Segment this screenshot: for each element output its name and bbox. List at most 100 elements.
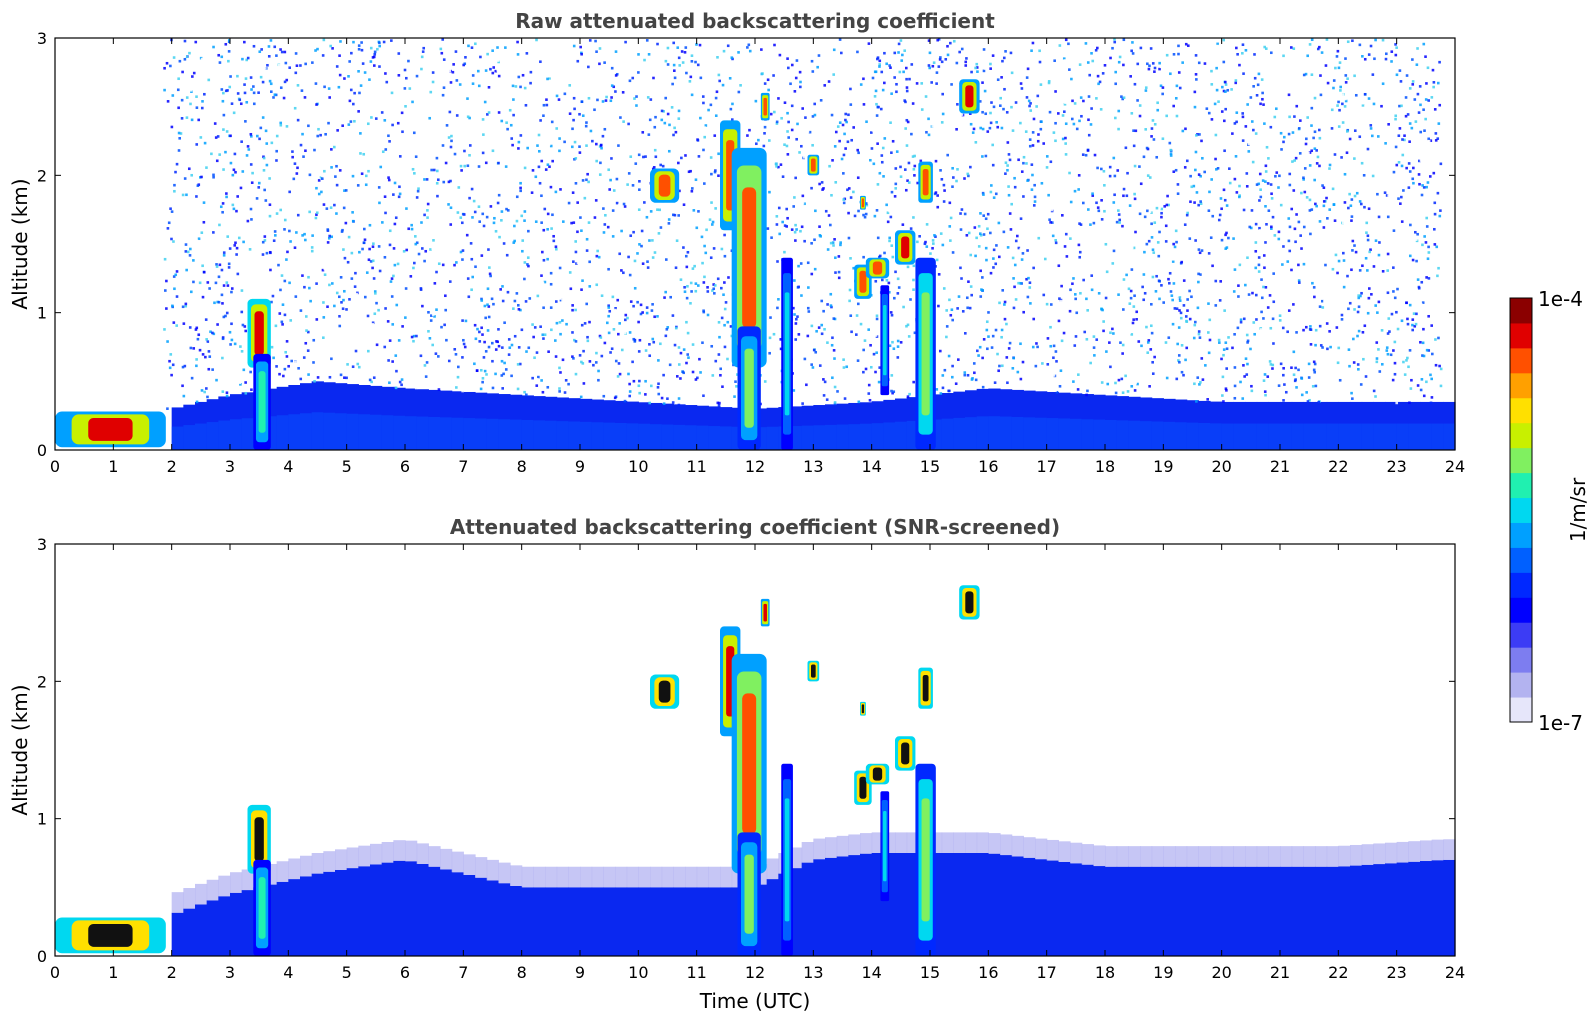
noise-pixel — [315, 211, 319, 215]
noise-pixel — [309, 299, 312, 303]
noise-pixel — [171, 175, 174, 178]
noise-pixel — [1259, 195, 1263, 199]
noise-pixel — [1250, 389, 1254, 393]
noise-pixel — [466, 115, 470, 119]
noise-pixel — [525, 52, 529, 55]
noise-pixel — [536, 144, 539, 147]
noise-pixel — [696, 63, 700, 67]
noise-pixel — [499, 288, 502, 291]
noise-pixel — [455, 261, 458, 264]
noise-pixel — [941, 243, 945, 247]
noise-pixel — [1215, 88, 1219, 92]
noise-pixel — [226, 159, 230, 163]
noise-pixel — [726, 320, 730, 324]
noise-pixel — [768, 126, 772, 129]
noise-pixel — [428, 349, 432, 353]
noise-pixel — [969, 285, 973, 288]
noise-pixel — [535, 351, 539, 354]
noise-pixel — [1416, 278, 1420, 281]
noise-pixel — [1158, 87, 1161, 90]
noise-pixel — [920, 108, 924, 111]
noise-pixel — [807, 286, 810, 289]
noise-pixel — [372, 55, 376, 59]
noise-pixel — [1057, 264, 1061, 268]
noise-pixel — [616, 298, 620, 302]
noise-pixel — [834, 271, 837, 274]
noise-pixel — [546, 385, 550, 389]
noise-pixel — [482, 224, 486, 228]
noise-pixel — [846, 140, 850, 144]
noise-pixel — [1177, 71, 1181, 74]
noise-pixel — [1063, 110, 1066, 114]
noise-pixel — [1061, 114, 1065, 117]
noise-pixel — [482, 356, 486, 359]
noise-pixel — [279, 121, 283, 125]
noise-pixel — [1052, 374, 1056, 377]
noise-pixel — [649, 61, 652, 65]
noise-pixel — [379, 165, 383, 169]
noise-pixel — [1088, 73, 1092, 77]
noise-pixel — [308, 173, 312, 177]
boundary-layer-core — [218, 420, 231, 450]
noise-pixel — [1405, 74, 1409, 77]
noise-pixel — [1386, 252, 1390, 256]
noise-pixel — [1245, 185, 1249, 188]
noise-pixel — [725, 344, 729, 347]
noise-pixel — [989, 67, 992, 70]
noise-pixel — [523, 219, 526, 222]
noise-pixel — [902, 305, 905, 309]
noise-pixel — [814, 209, 817, 213]
noise-pixel — [1396, 327, 1400, 331]
noise-pixel — [1265, 136, 1268, 139]
noise-pixel — [1282, 245, 1285, 248]
noise-pixel — [1378, 241, 1381, 244]
noise-pixel — [1140, 344, 1143, 348]
noise-pixel — [677, 397, 681, 400]
noise-pixel — [1313, 295, 1316, 299]
noise-pixel — [766, 78, 770, 82]
noise-pixel — [360, 41, 363, 44]
boundary-layer-core — [1198, 422, 1211, 450]
noise-pixel — [1063, 59, 1066, 62]
noise-pixel — [1424, 55, 1427, 58]
noise-pixel — [986, 347, 989, 351]
noise-pixel — [619, 116, 622, 119]
boundary-layer-core — [183, 425, 196, 450]
noise-pixel — [1421, 341, 1425, 345]
noise-pixel — [931, 246, 934, 250]
noise-pixel — [1254, 241, 1258, 244]
noise-pixel — [894, 372, 898, 375]
noise-pixel — [196, 184, 200, 187]
noise-pixel — [460, 169, 463, 172]
noise-pixel — [1091, 59, 1095, 63]
noise-pixel — [1002, 107, 1005, 111]
noise-pixel — [1117, 213, 1121, 216]
noise-pixel — [435, 156, 439, 160]
noise-pixel — [799, 247, 803, 251]
noise-pixel — [582, 382, 586, 385]
noise-pixel — [1174, 203, 1177, 207]
noise-pixel — [282, 96, 286, 100]
noise-pixel — [401, 130, 404, 134]
noise-pixel — [574, 340, 578, 343]
noise-pixel — [802, 386, 805, 390]
noise-pixel — [567, 359, 571, 363]
noise-pixel — [990, 346, 994, 349]
noise-pixel — [1420, 280, 1424, 284]
noise-pixel — [1245, 373, 1249, 376]
noise-pixel — [888, 290, 891, 294]
noise-pixel — [946, 44, 949, 48]
noise-pixel — [1014, 298, 1018, 301]
noise-pixel — [572, 118, 575, 122]
noise-pixel — [712, 283, 716, 286]
noise-pixel — [799, 85, 802, 89]
noise-pixel — [1090, 274, 1094, 277]
noise-pixel — [1344, 74, 1348, 77]
noise-pixel — [702, 309, 705, 313]
noise-pixel — [671, 213, 675, 217]
noise-pixel — [678, 64, 682, 67]
noise-pixel — [327, 161, 331, 165]
noise-pixel — [1425, 225, 1429, 228]
noise-pixel — [934, 235, 937, 238]
noise-pixel — [474, 42, 477, 46]
